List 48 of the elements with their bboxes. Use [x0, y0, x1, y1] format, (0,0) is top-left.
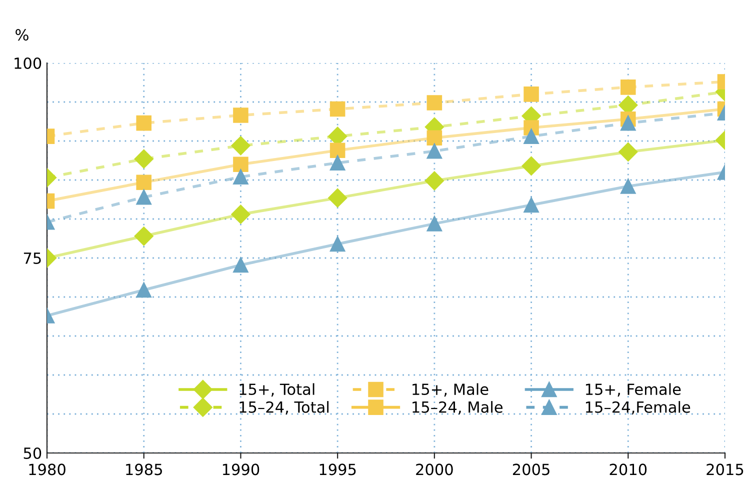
legend-label: 15+, Male	[412, 383, 488, 397]
y-tick-label: 100	[14, 57, 42, 70]
point	[424, 171, 444, 190]
legend-label: 15+, Total	[240, 383, 314, 397]
y-tick-label: 50	[24, 447, 42, 460]
x-tick-label: 1990	[222, 464, 260, 476]
point	[330, 236, 346, 252]
point	[136, 282, 152, 298]
point	[620, 178, 636, 194]
point	[524, 86, 539, 102]
x-tick-label: 2015	[706, 464, 744, 476]
legend-label: 15–24, Total	[240, 401, 328, 414]
x-tick-label: 2010	[610, 464, 647, 476]
legend-label: 15+, Female	[586, 383, 681, 397]
point	[231, 136, 250, 156]
point	[426, 130, 442, 146]
x-tick-label: 2005	[512, 464, 550, 476]
point	[524, 128, 539, 144]
legend-label: 15–24,Female	[586, 401, 690, 414]
point	[233, 156, 248, 172]
point	[620, 115, 636, 131]
y-tick-label: 75	[24, 252, 41, 264]
x-tick-label: 1995	[320, 464, 356, 476]
point	[328, 188, 348, 208]
point	[330, 101, 346, 117]
x-tick-label: 2000	[416, 464, 453, 476]
point	[136, 174, 152, 190]
point	[522, 156, 541, 176]
point	[136, 115, 152, 131]
point	[233, 257, 248, 273]
point	[426, 144, 442, 159]
point	[330, 155, 346, 170]
point	[233, 108, 248, 123]
point	[134, 149, 154, 168]
x-tick-label: 1980	[29, 464, 66, 476]
point	[426, 216, 442, 232]
x-tick-label: 1985	[126, 464, 162, 476]
point	[618, 142, 638, 162]
y-axis-title: %	[16, 29, 28, 41]
point	[330, 142, 346, 158]
point	[134, 226, 154, 246]
point	[231, 204, 250, 224]
point	[620, 80, 636, 95]
point	[136, 190, 152, 205]
point	[524, 197, 539, 213]
point	[233, 169, 248, 185]
point	[426, 95, 442, 110]
legend-label: 15–24, Male	[412, 401, 503, 414]
